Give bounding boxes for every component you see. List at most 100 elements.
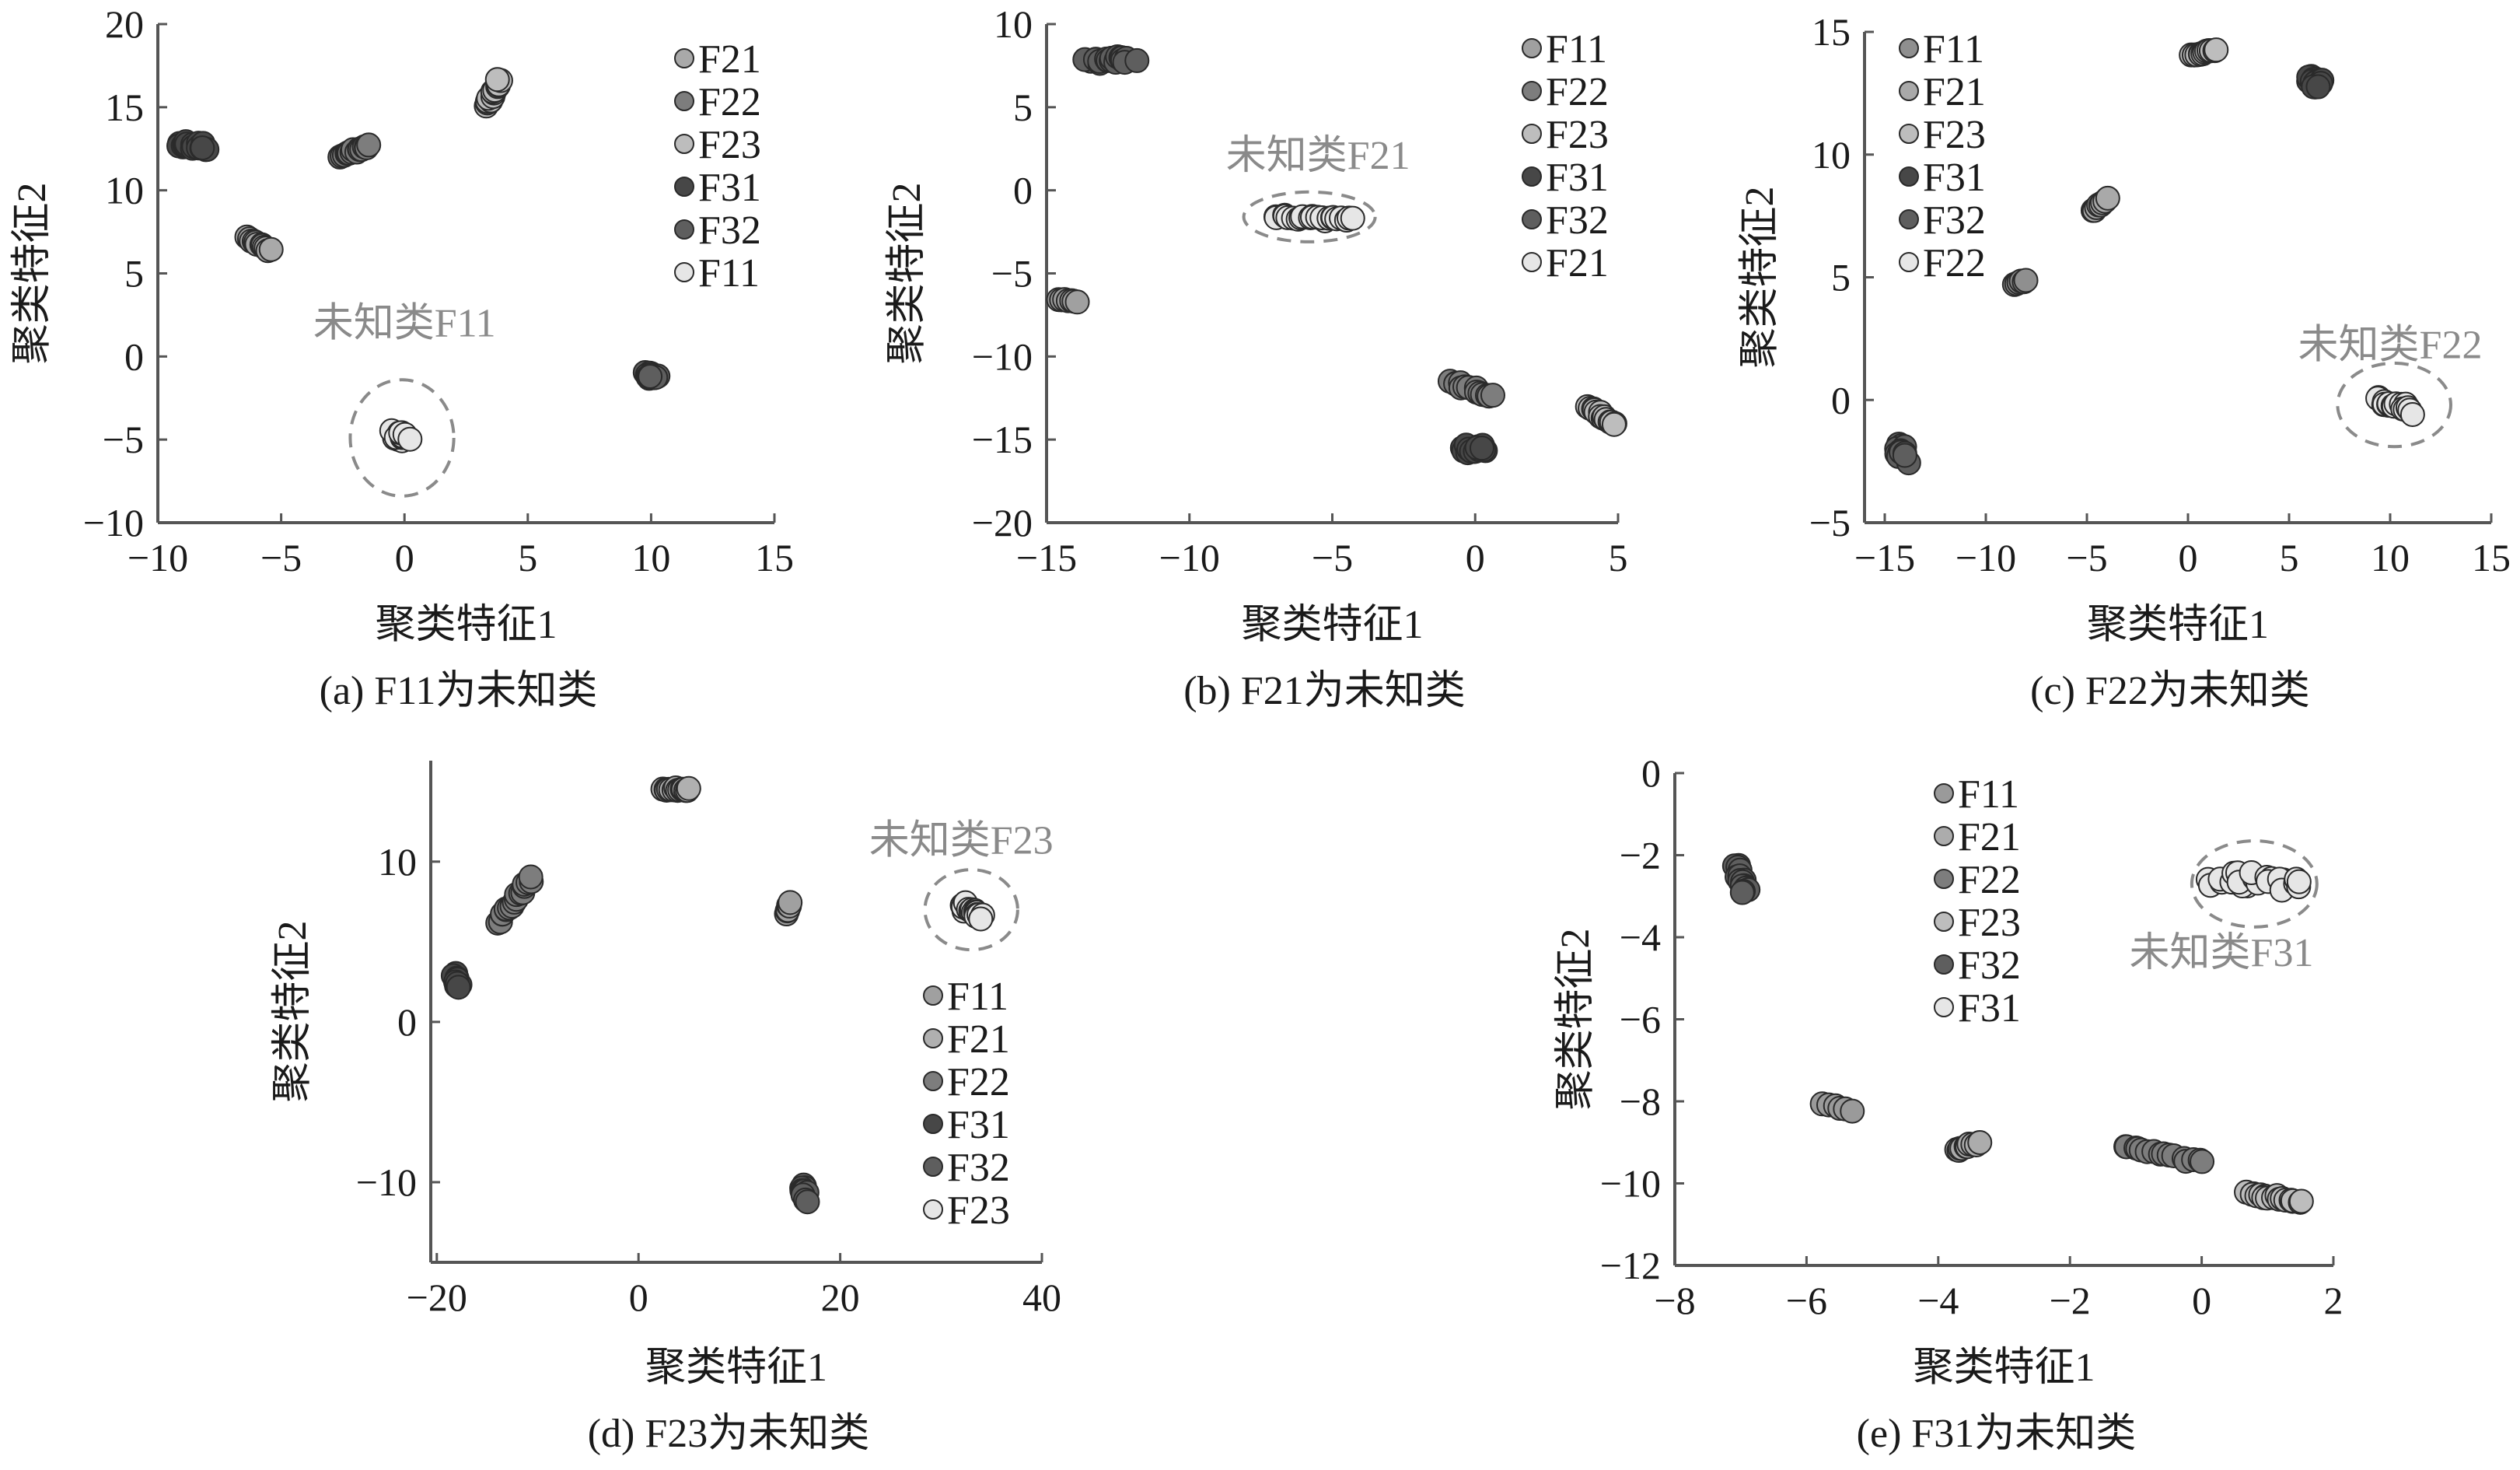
- x-axis-label: 聚类特征1: [1241, 603, 1423, 647]
- x-tick-label: −15: [1854, 536, 1915, 579]
- data-point-f31: [446, 975, 471, 1000]
- legend-marker-f22: [1934, 869, 1954, 889]
- y-tick-label: −2: [1620, 834, 1661, 877]
- legend-marker-f23: [923, 1199, 943, 1220]
- data-point-f21: [258, 236, 284, 262]
- y-tick-label: −5: [991, 252, 1033, 296]
- legend-marker-f22: [923, 1071, 943, 1091]
- scatter-panel-a: −10 −5 0 5 10 15 −10 −5 0 5 10 15 20 聚类特征1 聚类特征2 (a) F1…: [10, 2, 794, 713]
- legend-marker-f22: [1522, 81, 1542, 101]
- x-tick-label: −8: [1654, 1279, 1695, 1322]
- legend-label: F21: [947, 1017, 1010, 1062]
- legend-label: F22: [1546, 70, 1609, 114]
- unknown-class-ellipse: [2190, 839, 2319, 929]
- x-tick-label: 5: [518, 536, 537, 579]
- y-tick-label: −15: [972, 418, 1033, 461]
- legend-marker-f32: [923, 1157, 943, 1177]
- legend-label: F11: [1958, 772, 2019, 817]
- legend-label: F11: [698, 251, 760, 296]
- legend-marker-f21: [923, 1028, 943, 1048]
- unknown-class-ellipse: [923, 868, 1019, 952]
- x-tick-label: −5: [260, 536, 302, 579]
- y-tick-label: −10: [1600, 1162, 1661, 1206]
- legend-label: F31: [1546, 156, 1609, 200]
- x-tick-label: 2: [2324, 1279, 2343, 1322]
- legend-marker-f22: [1899, 252, 1919, 272]
- data-point-f31: [2305, 74, 2331, 100]
- y-tick-label: 10: [105, 169, 144, 212]
- data-point-f22: [518, 864, 543, 890]
- legend-marker-f32: [1522, 209, 1542, 229]
- data-point-f11: [1064, 289, 1090, 315]
- x-tick-label: −5: [1312, 536, 1353, 579]
- data-point-f32: [1729, 880, 1755, 905]
- data-point-f23: [2204, 37, 2229, 63]
- legend-label: F32: [1923, 198, 1986, 243]
- unknown-class-ellipse: [2336, 361, 2452, 449]
- legend-label: F31: [1958, 986, 2021, 1031]
- scatter-panel-c: −15 −10 −5 0 5 10 15 −5 0 5 10 15 聚类特征1 聚类特征2 (c) F22为…: [1738, 10, 2511, 713]
- legend-label: F31: [947, 1103, 1010, 1147]
- legend-label: F11: [947, 975, 1008, 1019]
- y-tick-label: 0: [397, 1000, 417, 1044]
- data-point-f11: [1840, 1098, 1865, 1124]
- subplot-caption: (d) F23为未知类: [588, 1412, 870, 1456]
- y-tick-label: 10: [1812, 133, 1851, 177]
- y-tick-label: −10: [356, 1160, 417, 1204]
- y-tick-label: 0: [1013, 169, 1033, 212]
- legend-marker-f31: [1934, 997, 1954, 1017]
- subplot-caption: (e) F31为未知类: [1857, 1412, 2137, 1456]
- subplot-caption: (c) F22为未知类: [2030, 669, 2310, 713]
- x-tick-label: −10: [128, 536, 188, 579]
- data-point-f21: [2095, 185, 2120, 211]
- x-tick-label: 0: [395, 536, 414, 579]
- legend-label: F32: [947, 1146, 1010, 1190]
- legend-label: F22: [947, 1060, 1010, 1104]
- legend-label: F23: [947, 1188, 1010, 1233]
- legend-marker-f31: [1899, 166, 1919, 187]
- x-tick-label: −5: [2066, 536, 2107, 579]
- data-point-f11: [397, 426, 423, 452]
- y-tick-label: −12: [1600, 1244, 1661, 1287]
- y-axis-label: 聚类特征2: [1554, 928, 1598, 1110]
- data-point-f22: [2399, 401, 2425, 427]
- y-axis-label: 聚类特征2: [1738, 186, 1782, 368]
- legend-marker-f23: [1934, 912, 1954, 932]
- legend-marker-f21: [1934, 826, 1954, 846]
- legend-marker-f22: [674, 91, 694, 111]
- legend-label: F21: [698, 37, 761, 82]
- data-point-f32: [1892, 443, 1917, 468]
- y-axis-label: 聚类特征2: [885, 182, 929, 364]
- legend-label: F32: [1958, 943, 2021, 988]
- x-axis-label: 聚类特征1: [1913, 1346, 2095, 1390]
- legend-marker-f31: [1522, 166, 1542, 187]
- x-tick-label: 0: [2192, 1279, 2211, 1322]
- data-point-f21: [1967, 1129, 1993, 1155]
- x-tick-label: 40: [1022, 1276, 1061, 1319]
- legend-marker-f21: [1522, 252, 1542, 272]
- y-tick-label: −10: [972, 334, 1033, 378]
- x-tick-label: 15: [2472, 536, 2511, 579]
- legend-marker-f21: [1899, 81, 1919, 101]
- legend-label: F23: [1958, 901, 2021, 945]
- y-tick-label: −5: [1809, 501, 1851, 544]
- legend-marker-f11: [1522, 38, 1542, 58]
- y-tick-label: 20: [105, 2, 144, 46]
- x-tick-label: 0: [1466, 536, 1485, 579]
- legend-label: F11: [1546, 27, 1607, 72]
- x-tick-label: 5: [1609, 536, 1628, 579]
- data-point-f32: [795, 1189, 820, 1215]
- legend-marker-f32: [1934, 954, 1954, 975]
- x-axis-label: 聚类特征1: [375, 603, 557, 647]
- y-tick-label: 0: [1641, 751, 1661, 795]
- y-tick-label: 0: [124, 334, 144, 378]
- unknown-class-ellipse: [1242, 190, 1377, 243]
- y-tick-label: −20: [972, 501, 1033, 544]
- x-axis-label: 聚类特征1: [645, 1346, 827, 1390]
- data-point-f23: [2288, 1188, 2314, 1214]
